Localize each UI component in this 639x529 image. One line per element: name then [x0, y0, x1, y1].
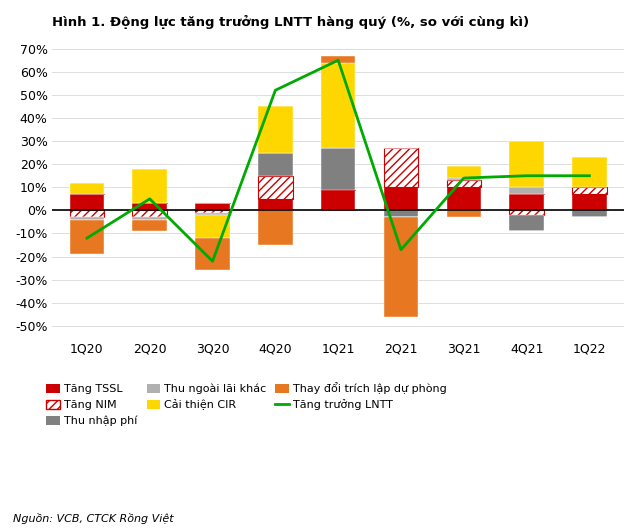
Bar — [196, 215, 230, 238]
Bar — [509, 187, 544, 194]
Bar — [509, 194, 544, 211]
Bar — [132, 204, 167, 211]
Bar — [70, 194, 104, 211]
Bar — [384, 211, 419, 217]
Bar — [258, 176, 293, 199]
Bar — [70, 211, 104, 217]
Bar — [196, 211, 230, 213]
Bar — [196, 204, 230, 211]
Bar — [196, 213, 230, 215]
Bar — [447, 211, 481, 217]
Bar — [258, 106, 293, 153]
Bar — [447, 167, 481, 178]
Bar — [572, 211, 606, 217]
Bar — [447, 180, 481, 187]
Text: Hình 1. Động lực tăng trưởng LNTT hàng quý (%, so với cùng kì): Hình 1. Động lực tăng trưởng LNTT hàng q… — [52, 15, 530, 29]
Legend: Tăng TSSL, Tăng NIM, Thu nhập phí, Thu ngoài lãi khác, Cải thiện CIR, Thay đổi t: Tăng TSSL, Tăng NIM, Thu nhập phí, Thu n… — [47, 382, 447, 426]
Bar — [384, 187, 419, 211]
Bar — [321, 189, 355, 211]
Bar — [384, 148, 419, 187]
Bar — [70, 183, 104, 194]
Bar — [447, 187, 481, 211]
Bar — [132, 211, 167, 217]
Bar — [321, 56, 355, 62]
Bar — [384, 217, 419, 317]
Bar — [258, 153, 293, 176]
Bar — [321, 148, 355, 189]
Text: Nguồn: VCB, CTCK Rồng Việt: Nguồn: VCB, CTCK Rồng Việt — [13, 513, 173, 524]
Bar — [132, 217, 167, 220]
Bar — [258, 199, 293, 211]
Bar — [70, 217, 104, 220]
Bar — [509, 141, 544, 187]
Bar — [258, 211, 293, 245]
Bar — [132, 220, 167, 231]
Bar — [196, 238, 230, 270]
Bar — [132, 169, 167, 204]
Bar — [509, 211, 544, 215]
Bar — [572, 157, 606, 187]
Bar — [70, 220, 104, 254]
Bar — [509, 215, 544, 231]
Bar — [447, 178, 481, 180]
Bar — [572, 194, 606, 211]
Bar — [321, 62, 355, 148]
Bar — [572, 187, 606, 194]
